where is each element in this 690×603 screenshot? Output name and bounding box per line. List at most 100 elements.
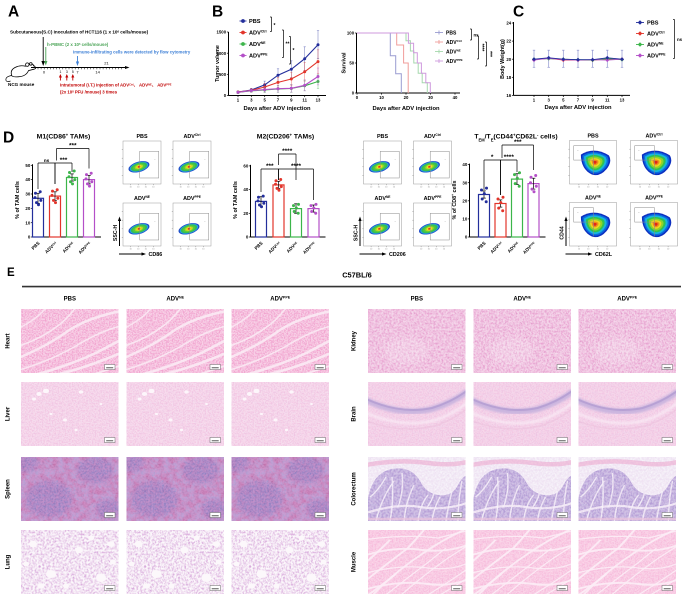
svg-text:Immune-infiltrating cells were: Immune-infiltrating cells were detected … xyxy=(73,50,191,55)
svg-text:ADVPPE: ADVPPE xyxy=(249,53,268,60)
svg-text:16: 16 xyxy=(506,93,511,98)
svg-text:--: -- xyxy=(154,159,156,161)
svg-text:0: 0 xyxy=(28,235,31,240)
svg-text:Body Weight(g): Body Weight(g) xyxy=(500,39,506,79)
svg-text:--: -- xyxy=(638,212,640,214)
svg-text:40: 40 xyxy=(243,187,248,192)
svg-text:CD86: CD86 xyxy=(149,252,163,258)
svg-text:0: 0 xyxy=(224,93,227,98)
svg-text:--: -- xyxy=(154,221,156,223)
svg-text:50: 50 xyxy=(349,61,354,66)
svg-text:100: 100 xyxy=(347,31,355,36)
svg-text:Brain: Brain xyxy=(352,406,358,422)
svg-text:10: 10 xyxy=(195,186,198,188)
svg-text:10: 10 xyxy=(435,248,438,250)
svg-text:0: 0 xyxy=(356,95,359,100)
svg-text:--: -- xyxy=(577,150,579,152)
svg-text:1000: 1000 xyxy=(217,51,227,56)
svg-text:11: 11 xyxy=(605,97,610,102)
svg-text:7: 7 xyxy=(577,97,580,102)
svg-text:10: 10 xyxy=(378,186,381,188)
svg-text:PBS: PBS xyxy=(377,134,388,140)
svg-text:--: -- xyxy=(445,221,447,223)
svg-text:PBS: PBS xyxy=(647,21,659,27)
svg-text:10: 10 xyxy=(385,186,388,188)
svg-text:0: 0 xyxy=(246,235,249,240)
svg-text:10: 10 xyxy=(597,186,600,188)
svg-text:ADVNE: ADVNE xyxy=(585,194,602,201)
svg-text:% of CD8+ cells: % of CD8+ cells xyxy=(451,180,458,219)
svg-text:D: D xyxy=(3,130,14,147)
svg-text:PBS: PBS xyxy=(253,241,263,251)
svg-text:ADVPPE: ADVPPE xyxy=(617,296,637,303)
svg-text:0: 0 xyxy=(352,91,355,96)
svg-text:10: 10 xyxy=(152,248,155,250)
svg-text:***: *** xyxy=(60,157,68,164)
svg-text:****: **** xyxy=(291,163,302,170)
svg-text:PBS: PBS xyxy=(446,30,457,36)
svg-text:*: * xyxy=(491,154,494,161)
svg-text:30: 30 xyxy=(462,180,467,185)
svg-text:A: A xyxy=(8,4,19,21)
svg-text:10: 10 xyxy=(129,186,132,188)
svg-text:10: 10 xyxy=(462,217,467,222)
svg-text:ADVNE: ADVNE xyxy=(249,41,266,48)
svg-text:--: -- xyxy=(204,221,206,223)
svg-text:ADVPPE: ADVPPE xyxy=(77,240,92,255)
svg-text:Spleen: Spleen xyxy=(6,479,12,499)
svg-text:ADVPPE: ADVPPE xyxy=(270,296,290,303)
svg-text:***: *** xyxy=(69,142,77,149)
svg-text:20: 20 xyxy=(243,211,248,216)
svg-text:ADVCtrl: ADVCtrl xyxy=(646,132,663,139)
svg-text:Tumor volume: Tumor volume xyxy=(215,45,221,82)
svg-text:10: 10 xyxy=(393,248,396,250)
svg-text:10: 10 xyxy=(187,248,190,250)
svg-text:10: 10 xyxy=(137,248,140,250)
svg-text:ADVNE: ADVNE xyxy=(506,240,520,254)
svg-text:30: 30 xyxy=(428,95,433,100)
svg-text:7: 7 xyxy=(277,98,280,103)
svg-text:ADVCtrl: ADVCtrl xyxy=(424,133,441,140)
svg-text:10: 10 xyxy=(179,248,182,250)
svg-text:10: 10 xyxy=(420,248,423,250)
svg-text:Colorectum: Colorectum xyxy=(352,472,358,505)
svg-text:10: 10 xyxy=(578,186,581,188)
svg-text:ADVPPE: ADVPPE xyxy=(183,195,202,202)
svg-text:40: 40 xyxy=(453,95,458,100)
svg-text:h-PBMC (2 x 106 cells/mouse): h-PBMC (2 x 106 cells/mouse) xyxy=(47,42,109,48)
svg-text:9: 9 xyxy=(290,98,293,103)
svg-text:Days after ADV injection: Days after ADV injection xyxy=(243,106,311,112)
svg-text:5: 5 xyxy=(562,97,565,102)
svg-text:10: 10 xyxy=(443,186,446,188)
svg-text:ADVCtrl: ADVCtrl xyxy=(647,31,665,38)
svg-text:10: 10 xyxy=(606,186,609,188)
svg-text:1: 1 xyxy=(237,98,240,103)
svg-text:3: 3 xyxy=(250,98,253,103)
svg-text:Kidney: Kidney xyxy=(352,330,358,351)
svg-text:ADVNE: ADVNE xyxy=(375,195,392,202)
svg-text:10: 10 xyxy=(370,186,373,188)
svg-text:****: **** xyxy=(479,44,485,52)
svg-text:ADVNE: ADVNE xyxy=(166,296,184,303)
svg-text:3: 3 xyxy=(66,70,68,74)
svg-text:****: **** xyxy=(282,148,293,155)
svg-text:10: 10 xyxy=(202,186,205,188)
svg-text:ADVPPE: ADVPPE xyxy=(302,240,317,255)
svg-text:ADVPPE: ADVPPE xyxy=(522,240,537,255)
svg-text:3: 3 xyxy=(548,97,551,102)
svg-text:10: 10 xyxy=(597,248,600,250)
svg-text:ADVNE: ADVNE xyxy=(513,296,531,303)
svg-text:10: 10 xyxy=(378,248,381,250)
svg-text:B: B xyxy=(212,4,223,21)
svg-text:--: -- xyxy=(577,212,579,214)
svg-text:10: 10 xyxy=(137,186,140,188)
svg-text:Survival: Survival xyxy=(342,52,348,73)
svg-text:10: 10 xyxy=(145,248,148,250)
svg-text:10: 10 xyxy=(379,95,384,100)
svg-text:--: -- xyxy=(395,221,397,223)
svg-text:SSC-H: SSC-H xyxy=(113,225,119,241)
svg-text:PBS: PBS xyxy=(30,241,40,251)
svg-text:Intratumoral (I.T.) injection: Intratumoral (I.T.) injection of ADVCtrl… xyxy=(60,82,172,89)
svg-text:10: 10 xyxy=(370,248,373,250)
svg-text:20: 20 xyxy=(25,206,30,211)
